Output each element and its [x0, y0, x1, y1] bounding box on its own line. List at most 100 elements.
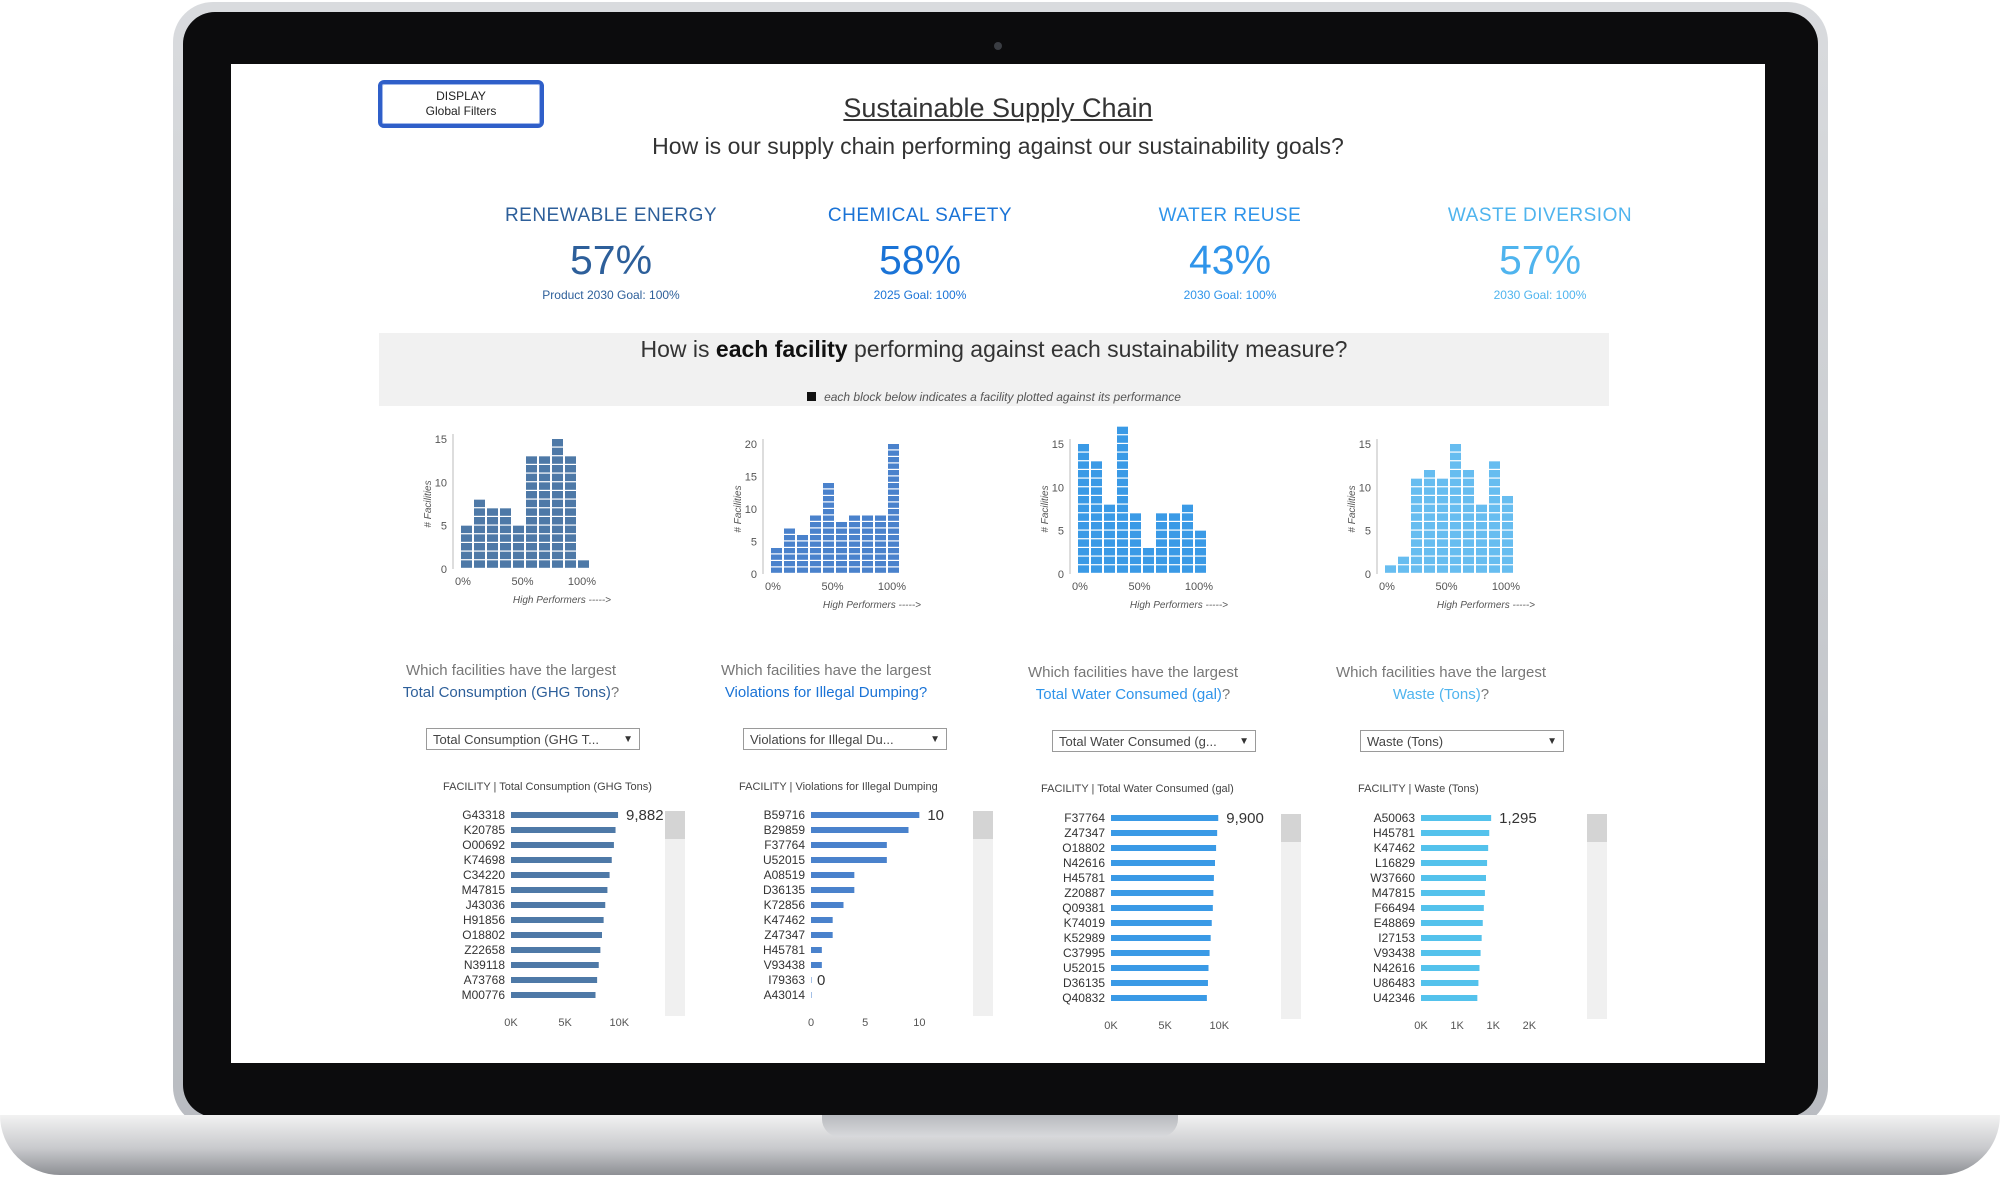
- water-list-scroll-thumb[interactable]: [1281, 814, 1301, 842]
- hist-block: [1489, 478, 1500, 487]
- hist-bar: [474, 499, 485, 568]
- facility-bar: [511, 977, 598, 983]
- hist-block: [1424, 513, 1435, 521]
- hist-block: [526, 534, 537, 542]
- hist-y-tick: 0: [441, 564, 447, 576]
- kpi-goal: 2030 Goal: 100%: [1183, 288, 1277, 302]
- top-value-label: 9,882: [626, 807, 664, 824]
- water-measure-dropdown[interactable]: Total Water Consumed (g... ▼: [1052, 730, 1256, 752]
- facility-label: B29859: [764, 823, 806, 837]
- dumping-list-scrollbar[interactable]: [973, 811, 993, 1016]
- hist-block: [1476, 565, 1487, 573]
- hist-block: [1502, 522, 1513, 530]
- laptop-notch: [822, 1115, 1178, 1137]
- ghg-list-scrollbar[interactable]: [665, 811, 685, 1016]
- hist-block: [849, 548, 860, 554]
- hist-block: [1502, 530, 1513, 539]
- hist-block: [862, 515, 873, 521]
- hist-block: [552, 456, 563, 464]
- question-line: Which facilities have the largest: [1027, 664, 1239, 681]
- waste-list-scrollbar[interactable]: [1587, 814, 1607, 1019]
- hist-block: [810, 554, 821, 560]
- hist-block: [500, 517, 511, 525]
- kpi-name: CHEMICAL SAFETY: [827, 205, 1013, 226]
- facility-bar: [1421, 890, 1485, 896]
- hist-y-tick: 5: [751, 537, 757, 549]
- hist-block: [1104, 565, 1115, 573]
- facility-bar: [1421, 815, 1492, 821]
- facility-bar: [811, 917, 833, 923]
- facility-label: A43014: [764, 988, 806, 1002]
- hist-y-tick: 5: [441, 521, 447, 533]
- facility-label: A50063: [1374, 811, 1416, 825]
- display-global-filters-button[interactable]: DISPLAY Global Filters: [378, 80, 544, 128]
- hist-block: [1489, 522, 1500, 530]
- hist-block: [526, 560, 537, 568]
- hist-block: [1502, 565, 1513, 573]
- water-link[interactable]: Total Water Consumed (gal): [1035, 686, 1222, 703]
- facility-bar: [511, 932, 602, 938]
- hist-y-label: # Facilities: [423, 480, 434, 527]
- question-tail: ?: [610, 684, 620, 701]
- waste-list-scroll-thumb[interactable]: [1587, 814, 1607, 842]
- hist-block: [552, 447, 563, 456]
- facility-bar: [811, 842, 887, 848]
- hist-block: [1182, 565, 1193, 573]
- hist-block: [823, 528, 834, 534]
- hist-block: [797, 561, 808, 567]
- facility-label: O18802: [1062, 841, 1105, 855]
- hist-block: [461, 534, 472, 542]
- hist-block: [1130, 522, 1141, 530]
- dumping-link[interactable]: Violations for Illegal Dumping?: [724, 684, 928, 701]
- hist-bar: [1091, 461, 1102, 573]
- hist-block: [1091, 513, 1102, 521]
- top-value-label: 9,900: [1226, 810, 1264, 827]
- hist-block: [1117, 522, 1128, 530]
- hist-bar: [1104, 504, 1115, 573]
- hist-block: [539, 508, 550, 516]
- facility-bar: [511, 812, 619, 818]
- hist-block: [862, 535, 873, 541]
- ghg-measure-dropdown[interactable]: Total Consumption (GHG T... ▼: [426, 728, 640, 750]
- facility-label: M47815: [462, 883, 506, 897]
- hist-block: [1169, 530, 1180, 539]
- bar-x-tick: 2K: [1523, 1020, 1537, 1032]
- hist-block: [1078, 452, 1089, 461]
- dumping-list-scroll-thumb[interactable]: [973, 811, 993, 839]
- hist-block: [784, 528, 795, 534]
- hist-block: [862, 522, 873, 528]
- hist-block: [1437, 565, 1448, 573]
- hist-block: [565, 517, 576, 525]
- hist-block: [784, 541, 795, 547]
- ghg-list-scroll-thumb[interactable]: [665, 811, 685, 839]
- hist-block: [539, 551, 550, 560]
- facility-label: H45781: [763, 943, 805, 957]
- hist-block: [1169, 556, 1180, 565]
- waste-measure-dropdown[interactable]: Waste (Tons) ▼: [1360, 730, 1564, 752]
- facility-bar: [1111, 815, 1219, 821]
- kpi-value: 43%: [1188, 237, 1272, 283]
- waste-link[interactable]: Waste (Tons): [1392, 686, 1481, 703]
- facility-bar: [1111, 845, 1217, 851]
- dumping-measure-dropdown[interactable]: Violations for Illegal Du... ▼: [743, 728, 947, 750]
- hist-block: [513, 560, 524, 568]
- ghg-link[interactable]: Total Consumption (GHG Tons): [402, 684, 611, 701]
- kpi-name: WASTE DIVERSION: [1447, 205, 1633, 226]
- water-list-scrollbar[interactable]: [1281, 814, 1301, 1019]
- hist-block: [1182, 504, 1193, 513]
- hist-y-tick: 5: [1058, 526, 1064, 538]
- facility-bar: [811, 962, 822, 968]
- facility-bar: [1111, 995, 1207, 1001]
- hist-block: [810, 567, 821, 573]
- hist-bar: [565, 456, 576, 568]
- hist-block: [1195, 548, 1206, 556]
- kpi-value: 57%: [569, 237, 653, 283]
- block-legend-icon: [807, 392, 817, 401]
- hist-block: [474, 551, 485, 560]
- hist-block: [1411, 522, 1422, 530]
- page-subtitle: How is our supply chain performing again…: [652, 133, 1344, 159]
- hist-block: [539, 482, 550, 490]
- hist-block: [1489, 487, 1500, 495]
- bar-x-tick: 10K: [1210, 1020, 1230, 1032]
- hist-block: [1437, 548, 1448, 556]
